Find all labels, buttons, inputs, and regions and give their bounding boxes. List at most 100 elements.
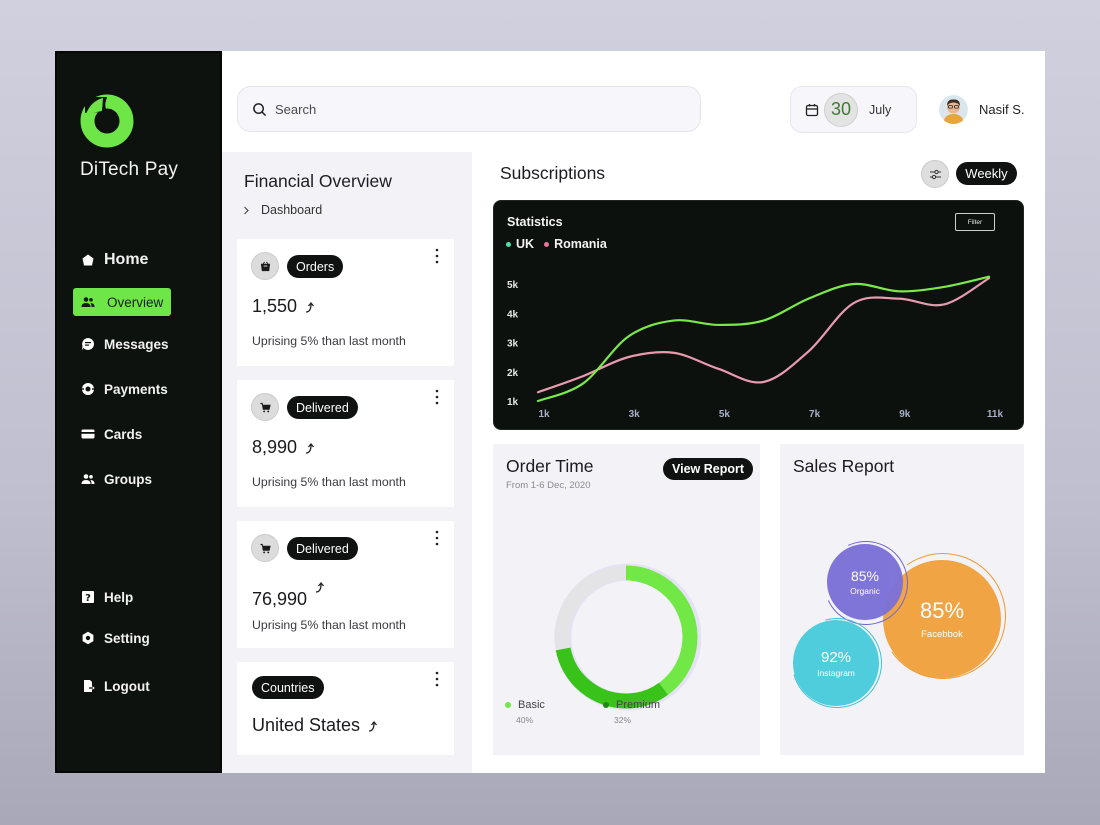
more-options-icon[interactable]	[434, 530, 440, 546]
sliders-icon	[929, 169, 941, 179]
delivered-card: Delivered 76,990 Uprising 5% than last m…	[237, 521, 454, 648]
sidebar-item-home[interactable]: Home	[73, 246, 156, 274]
sidebar-item-label: Cards	[104, 426, 143, 442]
search-icon	[253, 102, 266, 116]
status-badge: Orders	[287, 255, 344, 278]
svg-text:11k: 11k	[987, 409, 1004, 420]
svg-text:5k: 5k	[719, 409, 731, 420]
legend-item-premium: Premium 32%	[603, 699, 660, 725]
sidebar-item-cards[interactable]: Cards	[73, 420, 150, 448]
legend-dot	[544, 242, 550, 248]
settings-icon	[82, 631, 94, 645]
trend-up-icon	[305, 301, 315, 313]
country-name: United States	[252, 715, 361, 735]
stat-value: 8,990	[252, 437, 317, 458]
stat-number: 1,550	[252, 296, 298, 316]
trend-up-icon	[316, 581, 325, 593]
statistics-chart: 1k 2k 3k 4k 5k 1k 3k 5k 7k 9k 11k Statistics Filte…	[493, 200, 1024, 430]
more-options-icon[interactable]	[434, 248, 440, 264]
search-input[interactable]	[275, 101, 675, 117]
stat-value: 1,550	[252, 296, 317, 317]
sidebar-item-help[interactable]: ? Help	[73, 583, 141, 611]
trend-up-icon	[305, 442, 315, 454]
sales-report-title: Sales Report	[793, 456, 895, 476]
sidebar-item-label: Groups	[104, 471, 153, 487]
sidebar-item-label: Overview	[107, 294, 164, 310]
sidebar-item-groups[interactable]: Groups	[73, 465, 160, 493]
chevron-right-icon	[244, 206, 249, 214]
cart-icon-container	[251, 534, 279, 562]
chart-legend: UK Romania	[506, 237, 607, 251]
status-badge: Delivered	[287, 537, 358, 560]
logout-icon	[84, 680, 95, 692]
svg-text:5k: 5k	[507, 280, 519, 291]
stat-note: Uprising 5% than last month	[252, 334, 406, 348]
cart-icon-container	[251, 393, 279, 421]
sidebar-item-label: Payments	[104, 381, 168, 397]
date-picker[interactable]: 30 July	[790, 86, 917, 133]
view-report-button[interactable]: View Report	[663, 458, 753, 480]
legend-value: 32%	[614, 715, 632, 725]
breadcrumb-item: Dashboard	[261, 203, 323, 217]
sidebar-item-label: Messages	[104, 336, 169, 352]
chart-title: Statistics	[507, 215, 563, 229]
stat-number: 76,990	[252, 589, 308, 609]
legend-value: 40%	[516, 715, 534, 725]
search-bar[interactable]	[237, 86, 701, 132]
svg-text:1k: 1k	[538, 409, 550, 420]
donut-chart	[554, 563, 701, 711]
user-name: Nasif S.	[979, 102, 1025, 117]
help-icon: ?	[82, 591, 94, 604]
sidebar-item-setting[interactable]: Setting	[73, 624, 158, 652]
stat-note: Uprising 5% than last month	[252, 618, 406, 632]
subscriptions-title: Subscriptions	[500, 163, 606, 183]
series-line-romania	[536, 277, 991, 394]
users-icon	[81, 297, 95, 307]
breadcrumb[interactable]: Dashboard	[242, 203, 322, 217]
groups-icon	[81, 474, 95, 484]
svg-text:7k: 7k	[809, 409, 821, 420]
svg-text:9k: 9k	[899, 409, 911, 420]
svg-text:3k: 3k	[507, 339, 519, 350]
chart-filter-button[interactable]: Filter	[955, 213, 995, 231]
sidebar-item-overview[interactable]: Overview	[73, 288, 171, 316]
countries-card: Countries United States	[237, 662, 454, 755]
brand-logo-icon	[80, 94, 134, 148]
sidebar-item-payments[interactable]: Payments	[73, 375, 176, 403]
donut-segment-other	[554, 565, 698, 709]
calendar-icon	[805, 103, 819, 116]
sales-report-card: Sales Report 85% Facebbok 85% Organic 92…	[775, 444, 1024, 755]
user-profile[interactable]: Nasif S.	[939, 95, 1025, 124]
order-time-subtitle: From 1-6 Dec, 2020	[506, 480, 591, 491]
financial-overview-panel: Financial Overview Dashboard Orders 1,55…	[222, 152, 472, 773]
orders-card: Orders 1,550 Uprising 5% than last month	[237, 239, 454, 366]
legend-dot	[506, 242, 511, 248]
status-badge: Countries	[252, 676, 324, 699]
period-selector[interactable]: Weekly	[956, 162, 1017, 185]
payments-icon	[81, 383, 95, 395]
sidebar-item-logout[interactable]: Logout	[73, 672, 158, 700]
filter-settings-button[interactable]	[921, 160, 949, 188]
line-chart: 1k 2k 3k 4k 5k 1k 3k 5k 7k 9k 11k	[507, 275, 1004, 420]
legend-item-romania: Romania	[544, 237, 607, 251]
stat-value: United States	[252, 715, 380, 736]
date-day: 30	[824, 92, 858, 127]
sidebar-item-label: Setting	[104, 630, 150, 646]
bubble-organic: 85% Organic	[827, 544, 903, 620]
basket-icon	[260, 261, 270, 271]
legend-dot	[603, 702, 609, 708]
series-line-uk	[536, 275, 991, 403]
status-badge: Delivered	[287, 396, 358, 419]
sidebar-item-messages[interactable]: Messages	[73, 330, 177, 358]
stat-value: 76,990	[252, 581, 327, 610]
stat-note: Uprising 5% than last month	[252, 475, 406, 489]
legend-dot	[505, 702, 511, 708]
sidebar-item-label: Help	[104, 589, 134, 605]
more-options-icon[interactable]	[434, 671, 440, 687]
svg-text:1k: 1k	[507, 397, 519, 408]
svg-text:3k: 3k	[629, 409, 641, 420]
sidebar-item-label: Home	[104, 251, 149, 268]
more-options-icon[interactable]	[434, 389, 440, 405]
card-icon	[81, 429, 95, 439]
sidebar: DiTech Pay Home Overview Messages Paymen…	[55, 51, 222, 773]
